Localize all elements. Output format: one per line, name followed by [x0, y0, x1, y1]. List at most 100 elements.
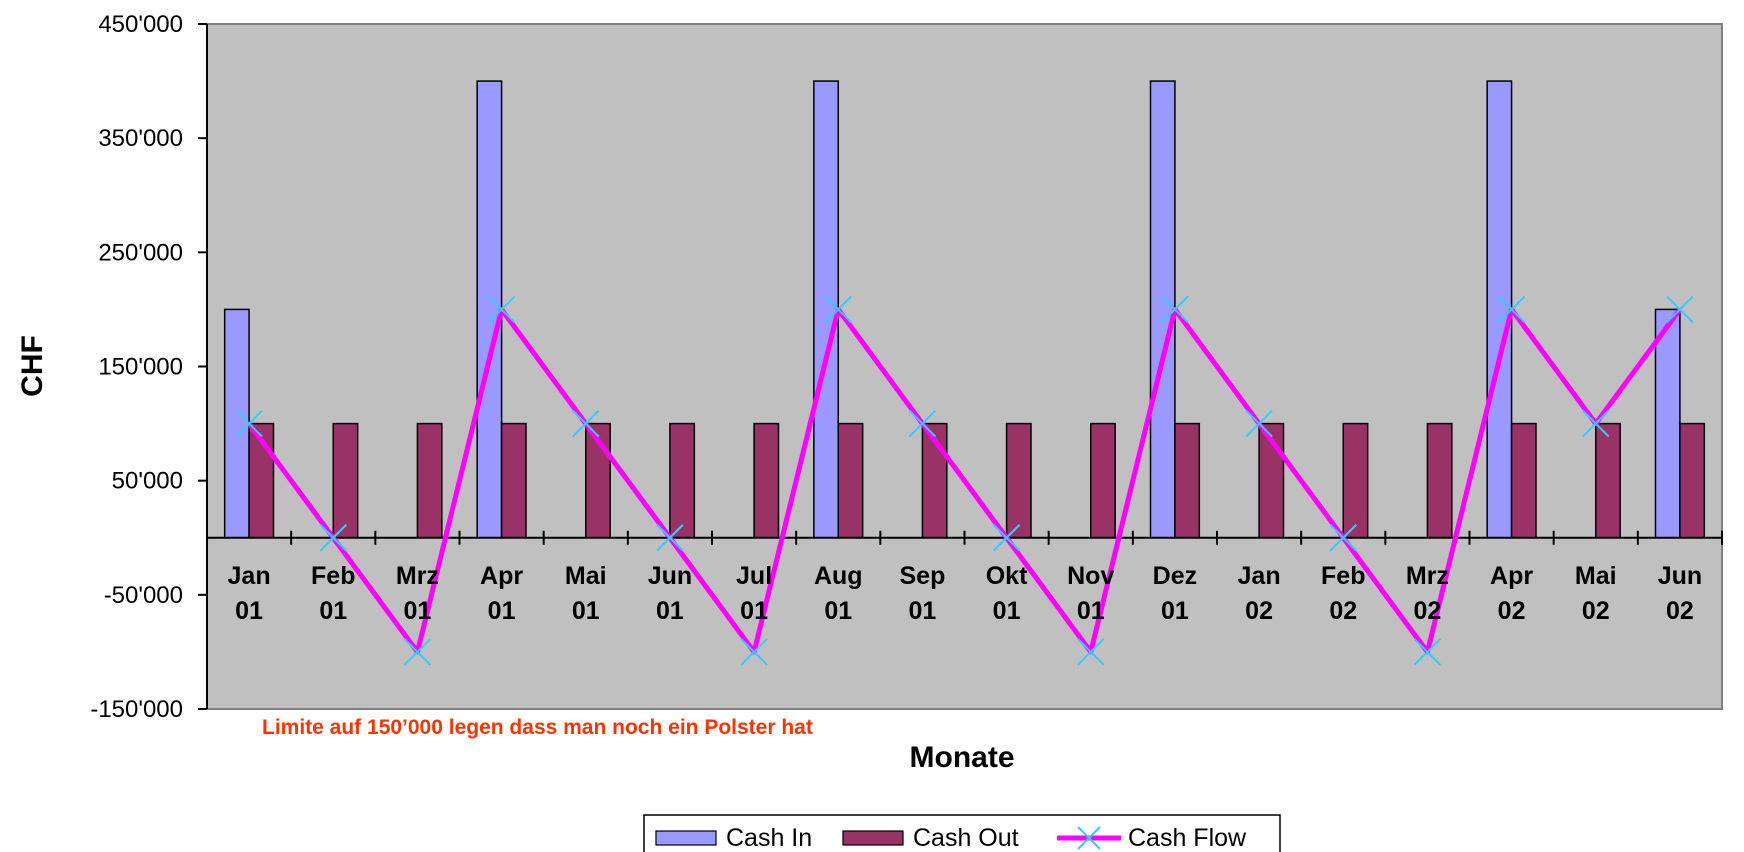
marker-stroke — [1245, 409, 1273, 438]
marker-stroke — [1666, 295, 1694, 324]
x-tick-label-month: Mai — [1575, 562, 1617, 590]
x-tick-label-month: Sep — [899, 562, 945, 590]
x-tick-label-year: 01 — [656, 597, 684, 625]
y-tick-label: 450'000 — [98, 11, 183, 38]
cash-flow-marker — [1077, 638, 1105, 666]
marker-stroke — [1329, 524, 1357, 552]
x-tick-label-month: Jan — [228, 562, 271, 590]
marker-stroke — [1497, 295, 1526, 324]
x-tick-label-year: 01 — [572, 597, 600, 625]
x-tick-label: Sep 01 — [899, 562, 945, 625]
x-tick-label-month: Apr — [480, 562, 523, 590]
x-tick-label: Apr 01 — [480, 562, 523, 625]
x-tick-label: Okt 01 — [986, 562, 1028, 625]
x-tick-label: Mrz 02 — [1406, 562, 1449, 625]
x-tick-label-month: Mrz — [1406, 562, 1449, 590]
x-tick-label: Dez 01 — [1153, 562, 1197, 625]
x-tick-label: Aug 01 — [814, 562, 863, 625]
legend-marker-cash-flow — [1077, 826, 1101, 850]
x-tick-label-month: Jan — [1238, 562, 1281, 590]
x-tick-label-month: Jul — [736, 562, 772, 590]
bar-cash-out — [416, 422, 443, 539]
x-tick-label-year: 02 — [1329, 597, 1357, 625]
bar-cash-out — [332, 422, 359, 539]
legend-label-cash-out: Cash Out — [913, 824, 1019, 852]
x-tick-label-year: 01 — [740, 597, 768, 625]
cash-flow-marker — [487, 295, 516, 324]
cash-flow-marker — [1245, 409, 1273, 438]
plot-background — [206, 23, 1723, 710]
marker-stroke — [740, 638, 768, 666]
legend: Cash In Cash Out Cash Flow — [643, 814, 1281, 852]
bars-group — [223, 80, 1706, 539]
x-tick-label-year: 01 — [404, 597, 432, 625]
cash-flow-marker — [740, 638, 768, 666]
annotation-note: Limite auf 150’000 legen dass man noch e… — [262, 716, 813, 739]
x-tick-label-month: Jun — [648, 562, 692, 590]
bar-cash-in — [1486, 80, 1513, 539]
bar-cash-out — [1595, 422, 1621, 539]
x-tick-label: Jun 02 — [1658, 562, 1702, 625]
y-tick-label: -150'000 — [90, 696, 183, 723]
cash-flow-marker — [992, 524, 1021, 552]
x-tick-label: Mai 01 — [565, 562, 607, 625]
legend-frame — [643, 814, 1281, 852]
x-tick-label: Jan 01 — [228, 562, 271, 625]
y-axis-title: CHF — [16, 335, 49, 397]
x-tick-label-year: 02 — [1582, 597, 1610, 625]
x-tick-label: Feb 02 — [1321, 562, 1365, 625]
x-tick-label-month: Feb — [311, 562, 355, 590]
marker-stroke — [656, 524, 684, 552]
x-tick-label: Jun 01 — [648, 562, 692, 625]
legend-swatch-cash-in — [655, 830, 717, 846]
bar-cash-in — [476, 80, 503, 539]
x-tick-label-month: Okt — [986, 562, 1028, 590]
cash-flow-marker — [572, 409, 600, 438]
x-tick-label-year: 01 — [1161, 597, 1189, 625]
x-tick-label-month: Feb — [1321, 562, 1365, 590]
bar-cash-out — [1342, 422, 1369, 539]
x-tick-label: Mrz 01 — [396, 562, 439, 625]
bar-cash-out — [753, 422, 780, 539]
marker-stroke — [1077, 826, 1101, 850]
cash-flow-marker — [1666, 295, 1694, 324]
x-tick-label-year: 02 — [1245, 597, 1273, 625]
y-tick-labels: 450'000 350'000 250'000 150'000 50'000 -50'00… — [90, 11, 183, 723]
marker-stroke — [403, 638, 432, 666]
cash-flow-marker — [908, 409, 937, 438]
marker-stroke — [572, 409, 600, 438]
y-tick-label: 250'000 — [98, 239, 183, 266]
bar-cash-out — [500, 422, 527, 539]
x-tick-label-year: 02 — [1414, 597, 1442, 625]
axes-group — [198, 23, 1723, 710]
x-tick-label-year: 01 — [235, 597, 263, 625]
x-axis-title: Monate — [910, 741, 1015, 774]
bar-cash-out — [1174, 422, 1201, 539]
marker-stroke — [824, 295, 852, 324]
cash-flow-marker — [403, 638, 432, 666]
cash-flow-marker — [235, 409, 263, 438]
marker-stroke — [992, 524, 1021, 552]
x-tick-label-month: Mai — [565, 562, 607, 590]
x-tick-label: Apr 02 — [1490, 562, 1533, 625]
marker-stroke — [1582, 409, 1610, 438]
y-tick-label: -50'000 — [104, 582, 183, 609]
cash-flow-marker — [1582, 409, 1610, 438]
marker-stroke — [1161, 295, 1189, 324]
bar-cash-out — [1679, 422, 1706, 539]
x-tick-label: Mai 02 — [1575, 562, 1617, 625]
marker-stroke — [319, 524, 347, 552]
legend-label-cash-flow: Cash Flow — [1128, 824, 1247, 852]
cash-flow-marker — [319, 524, 347, 552]
marker-stroke — [1413, 638, 1442, 666]
x-tick-label-month: Apr — [1490, 562, 1533, 590]
bar-cash-in — [1654, 308, 1681, 539]
bar-cash-out — [669, 422, 696, 539]
bar-cash-out — [1510, 422, 1537, 539]
marker-stroke — [235, 409, 263, 438]
x-tick-labels: Jan 01 Feb 01 Mrz 01 Apr 01 Mai 01 Jun 01 Jul 01 Aug 01… — [228, 562, 1703, 625]
x-tick-label-month: Mrz — [396, 562, 439, 590]
x-tick-label-year: 01 — [824, 597, 852, 625]
x-tick-label-month: Jun — [1658, 562, 1702, 590]
